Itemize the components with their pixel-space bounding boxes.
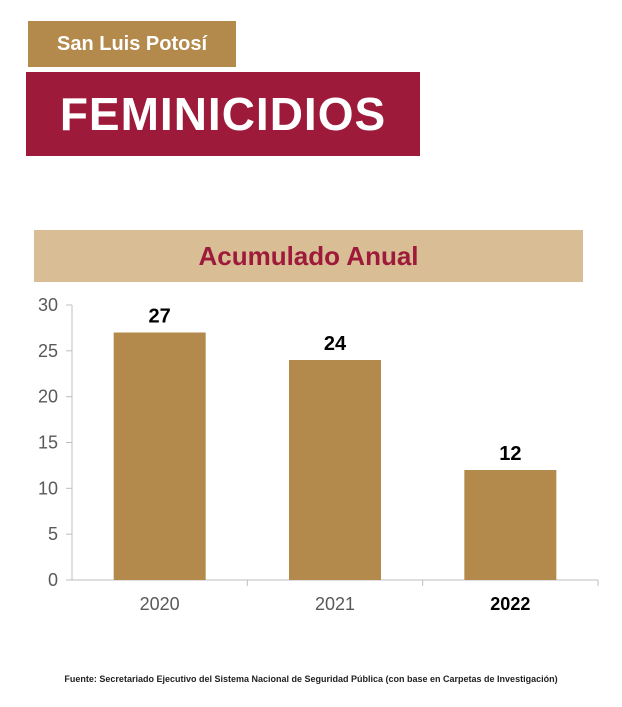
x-tick-label: 2022: [490, 594, 530, 614]
data-label: 24: [324, 333, 347, 355]
y-tick-label: 25: [38, 341, 58, 361]
y-tick-label: 0: [48, 570, 58, 590]
bar-2021: [289, 360, 381, 580]
x-tick-label: 2021: [315, 594, 355, 614]
page-title: FEMINICIDIOS: [26, 72, 420, 156]
y-tick-label: 30: [38, 295, 58, 315]
x-tick-label: 2020: [140, 594, 180, 614]
state-tag: San Luis Potosí: [28, 21, 236, 67]
data-label: 27: [149, 306, 171, 328]
bar-2022: [464, 470, 557, 580]
chart-title: Acumulado Anual: [34, 230, 583, 282]
source-note: Fuente: Secretariado Ejecutivo del Siste…: [64, 674, 558, 684]
y-tick-label: 5: [48, 524, 58, 544]
bar-chart: 0 5 10 15 20 25 30 27 2020 24 2021 12 2022: [38, 295, 599, 614]
y-tick-label: 20: [38, 387, 58, 407]
bar-2020: [113, 332, 206, 580]
y-tick-label: 15: [38, 433, 58, 453]
data-label: 12: [499, 443, 521, 465]
y-tick-label: 10: [38, 478, 58, 498]
